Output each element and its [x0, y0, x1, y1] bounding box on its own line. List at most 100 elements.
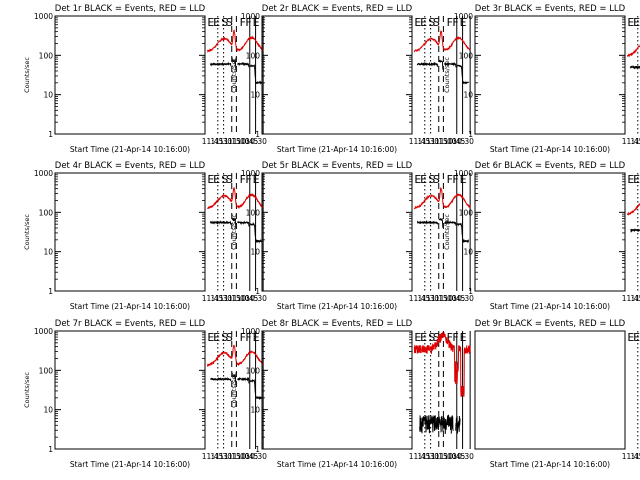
- marker-label: E: [253, 16, 260, 29]
- y-tick-label: 100: [39, 208, 54, 217]
- x-tick-label: 11:30: [417, 137, 439, 146]
- marker-label: E: [414, 16, 421, 29]
- marker-label: S: [226, 173, 233, 186]
- x-tick-label: 11:45: [622, 137, 640, 146]
- detector-panel-8: Det 8r BLACK = Events, RED = LLD 1 10 100 10…: [230, 319, 474, 469]
- marker-label: E: [207, 331, 214, 344]
- marker-label: E: [627, 331, 634, 344]
- y-tick-label: 100: [39, 51, 54, 60]
- x-tick-label: 11:00: [228, 294, 250, 303]
- x-axis-label: Start Time (21-Apr-14 10:16:00): [277, 302, 397, 311]
- marker-label: S: [226, 331, 233, 344]
- y-tick-label: 1000: [241, 12, 260, 21]
- marker-label: F: [245, 173, 251, 186]
- marker-label: E: [627, 16, 634, 29]
- marker-label: S: [428, 173, 435, 186]
- x-tick-label: 11:30: [210, 452, 232, 461]
- x-axis-label: Start Time (21-Apr-14 10:16:00): [277, 460, 397, 469]
- lld-series-line: [626, 202, 640, 216]
- x-tick-label: 11:30: [630, 294, 640, 303]
- marker-label: F: [452, 173, 458, 186]
- plot-frame: [54, 330, 206, 450]
- plot-frame: [474, 15, 626, 135]
- y-tick-label: 10: [463, 248, 473, 257]
- events-series-line: [419, 414, 461, 435]
- marker-label: E: [213, 173, 220, 186]
- y-tick-label: 100: [246, 51, 261, 60]
- marker-label: E: [460, 331, 467, 344]
- x-tick-label: 10:45: [237, 137, 259, 146]
- panel-title: Det 8r BLACK = Events, RED = LLD: [262, 319, 413, 329]
- x-tick-label: 11:30: [630, 452, 640, 461]
- y-tick-label: 1000: [241, 169, 260, 178]
- detector-panel-6: Det 6r BLACK = Events, RED = LLD 1 10 100 10…: [443, 161, 640, 311]
- x-tick-label: 11:15: [219, 452, 241, 461]
- panel-title: Det 2r BLACK = Events, RED = LLD: [262, 4, 413, 14]
- y-tick-label: 1: [468, 287, 473, 296]
- y-tick-label: 10: [43, 248, 53, 257]
- detector-panel-1: Det 1r BLACK = Events, RED = LLD 1 10 100 10…: [23, 4, 267, 154]
- plot-frame: [261, 330, 413, 450]
- marker-label: E: [420, 331, 427, 344]
- lld-series-line: [206, 187, 264, 210]
- events-series-line: [630, 228, 640, 233]
- marker-label: E: [633, 173, 640, 186]
- marker-label: S: [226, 16, 233, 29]
- y-tick-label: 1: [48, 287, 53, 296]
- plot-frame: [54, 172, 206, 292]
- x-tick-label: 10:45: [444, 452, 466, 461]
- x-tick-label: 11:45: [622, 294, 640, 303]
- x-tick-label: 11:15: [219, 294, 241, 303]
- x-tick-label: 10:30: [452, 294, 474, 303]
- panel-title: Det 4r BLACK = Events, RED = LLD: [55, 161, 206, 171]
- y-axis-label: Counts/sec: [23, 214, 31, 250]
- lld-series-line: [413, 186, 471, 210]
- x-tick-label: 10:30: [245, 137, 267, 146]
- y-tick-label: 1: [255, 130, 260, 139]
- x-axis-label: Start Time (21-Apr-14 10:16:00): [490, 145, 610, 154]
- x-tick-label: 11:45: [409, 294, 431, 303]
- x-tick-label: 11:15: [219, 137, 241, 146]
- x-tick-label: 11:00: [228, 452, 250, 461]
- x-tick-label: 10:45: [237, 452, 259, 461]
- y-tick-label: 10: [43, 91, 53, 100]
- x-tick-label: 11:45: [622, 452, 640, 461]
- marker-label: S: [221, 331, 228, 344]
- lld-series-line: [413, 331, 471, 397]
- marker-label: F: [447, 173, 453, 186]
- y-axis-label: Counts/sec: [230, 214, 238, 250]
- y-tick-label: 1: [255, 287, 260, 296]
- y-axis-label: Counts/sec: [443, 214, 451, 250]
- y-tick-label: 1000: [34, 327, 53, 336]
- panel-title: Det 5r BLACK = Events, RED = LLD: [262, 161, 413, 171]
- y-axis-label: Counts/sec: [23, 372, 31, 408]
- marker-label: F: [245, 16, 251, 29]
- marker-label: E: [253, 173, 260, 186]
- x-tick-label: 11:00: [435, 137, 457, 146]
- marker-label: E: [414, 173, 421, 186]
- plot-frame: [474, 172, 626, 292]
- lld-series-line: [413, 30, 471, 53]
- y-tick-label: 1000: [34, 12, 53, 21]
- x-tick-label: 11:00: [435, 294, 457, 303]
- marker-label: F: [447, 331, 453, 344]
- x-tick-label: 11:45: [409, 137, 431, 146]
- marker-label: F: [240, 331, 246, 344]
- plot-frame: [54, 15, 206, 135]
- marker-label: E: [213, 331, 220, 344]
- marker-label: S: [428, 331, 435, 344]
- y-tick-label: 1000: [241, 327, 260, 336]
- marker-label: F: [447, 16, 453, 29]
- y-tick-label: 10: [43, 406, 53, 415]
- marker-label: S: [221, 16, 228, 29]
- marker-label: E: [460, 173, 467, 186]
- marker-label: E: [207, 16, 214, 29]
- panel-title: Det 6r BLACK = Events, RED = LLD: [475, 161, 626, 171]
- x-tick-label: 10:30: [452, 137, 474, 146]
- x-tick-label: 11:15: [426, 294, 448, 303]
- x-axis-label: Start Time (21-Apr-14 10:16:00): [70, 302, 190, 311]
- events-series-line: [209, 58, 263, 85]
- detector-panel-2: Det 2r BLACK = Events, RED = LLD 1 10 100 10…: [230, 4, 474, 154]
- x-tick-label: 10:30: [245, 452, 267, 461]
